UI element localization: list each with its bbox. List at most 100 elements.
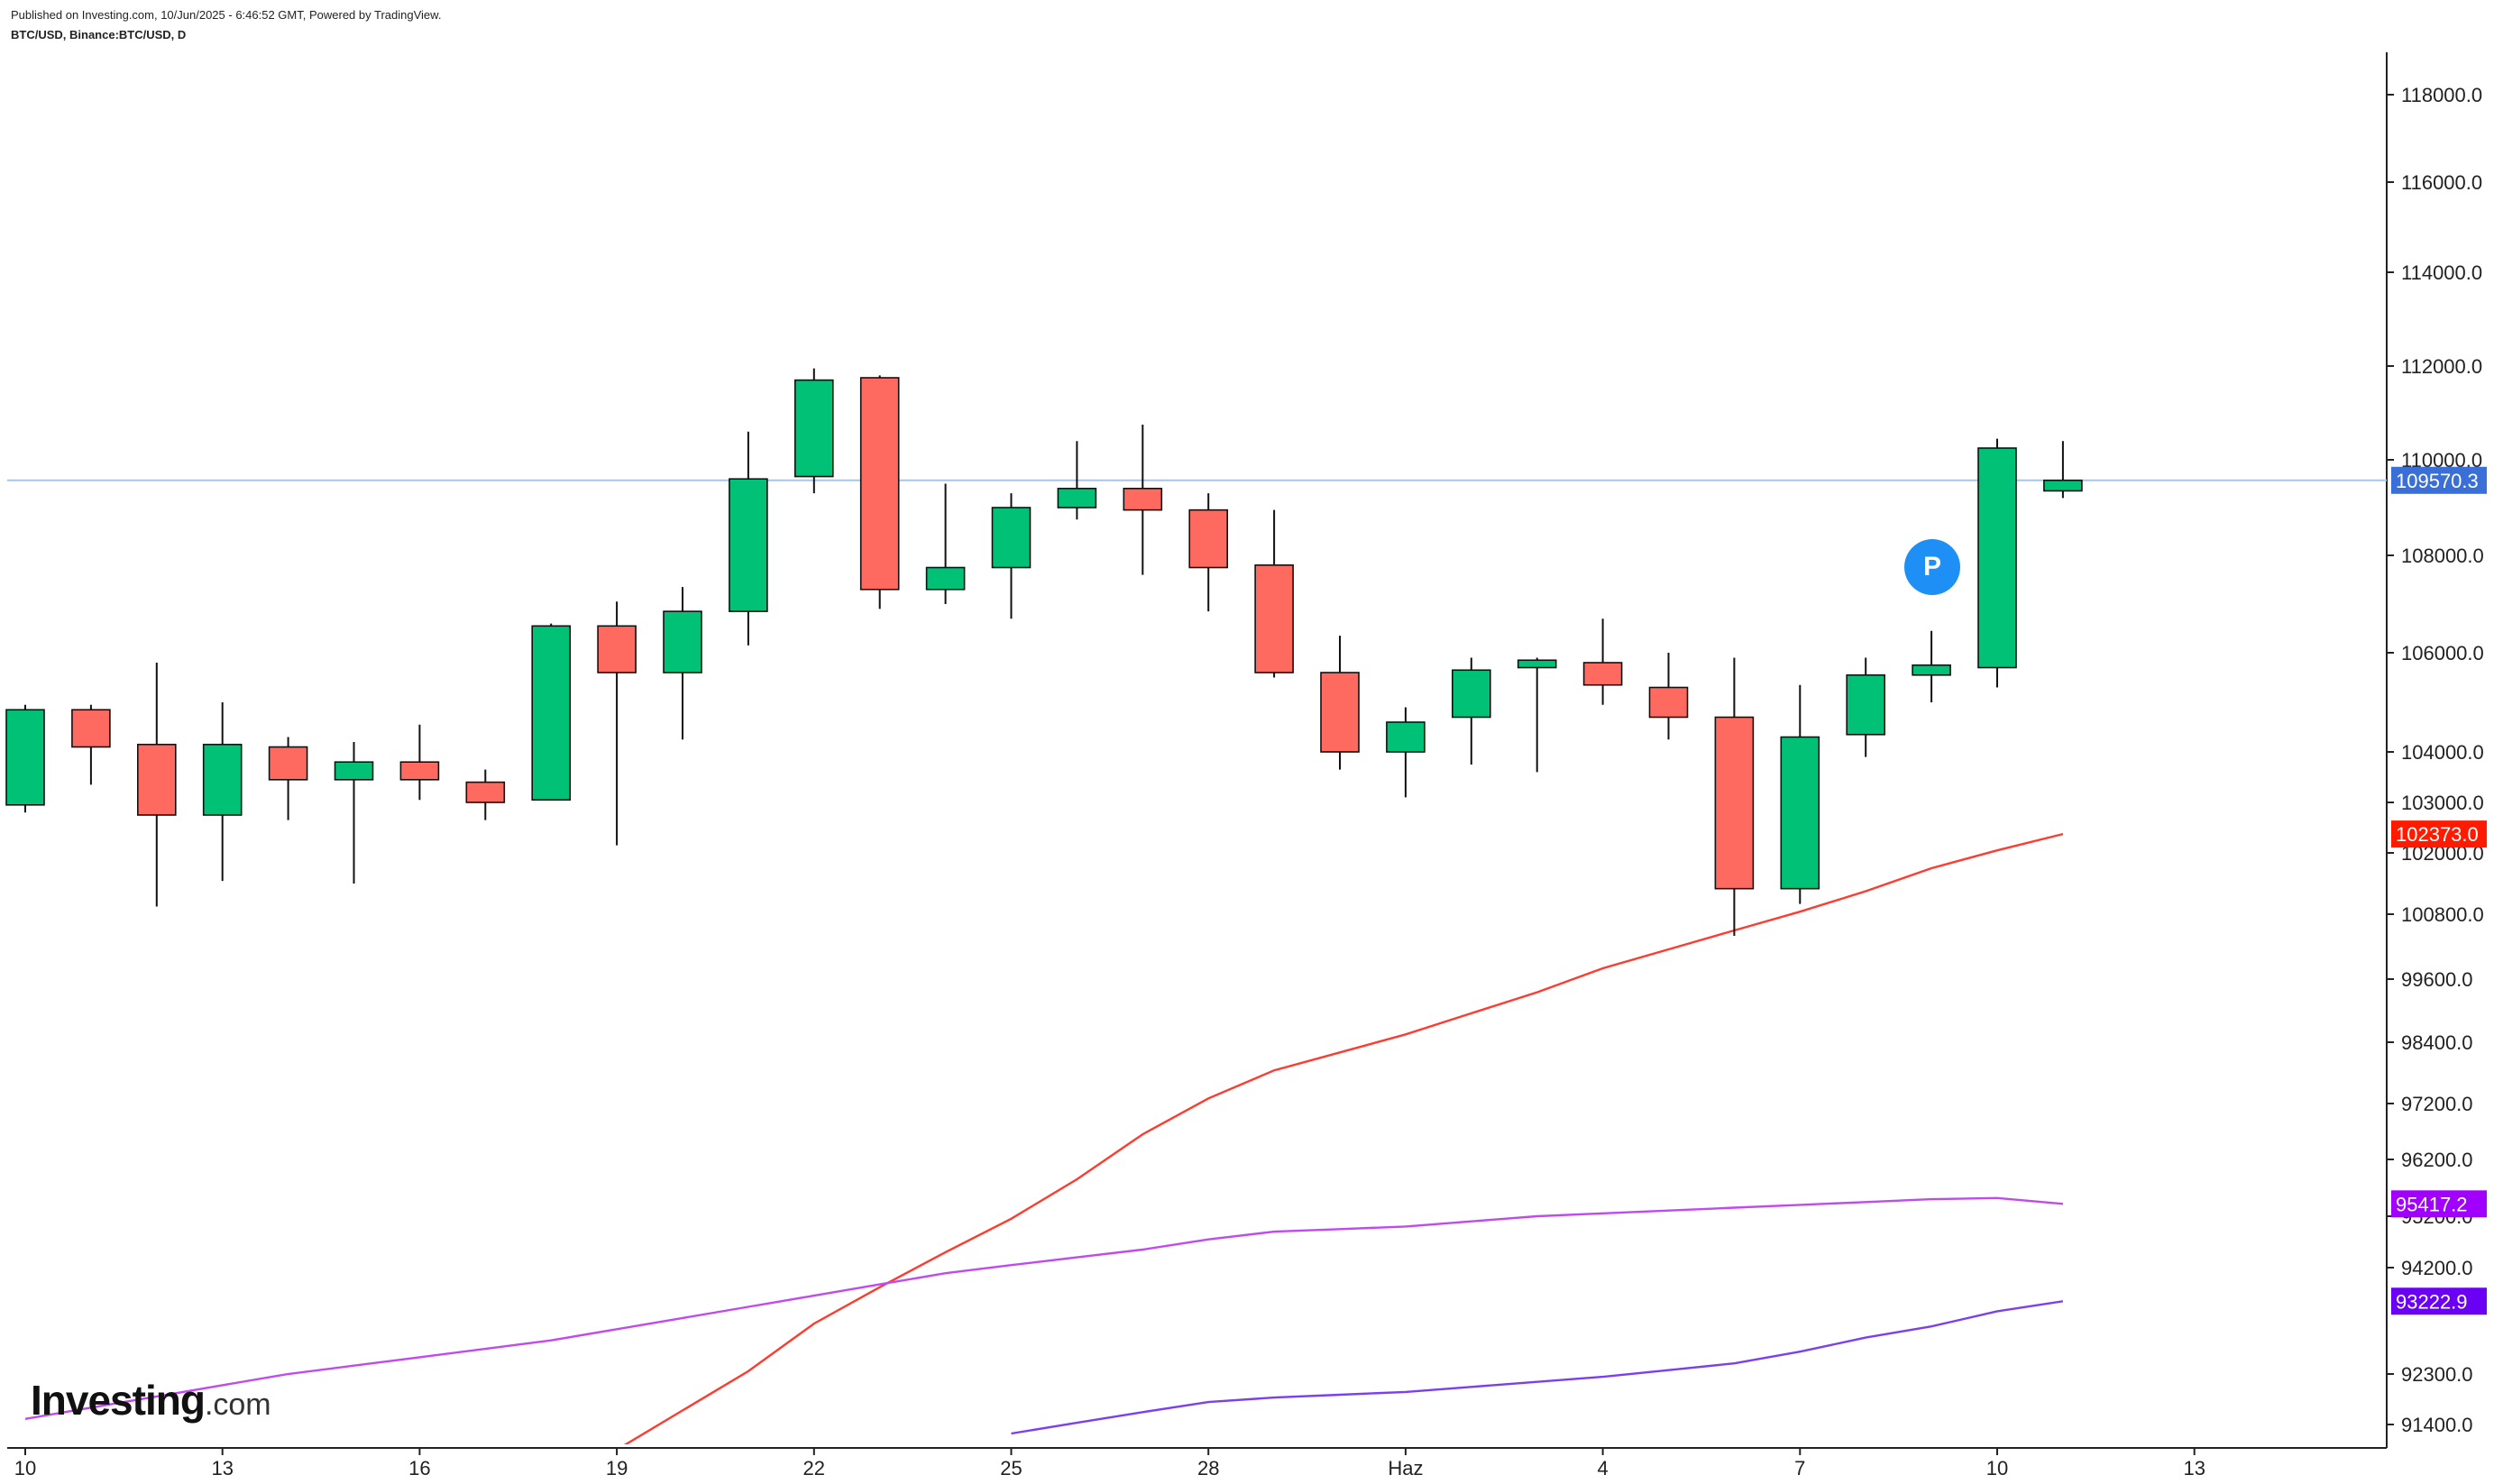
moving-average-line [1011,1300,2064,1435]
candle [1714,657,1755,936]
time-tick-label: 19 [606,1457,628,1479]
candle-body [531,625,572,801]
last-price-label-bg [2391,466,2487,494]
candle-body [663,610,702,673]
candle-body [1780,736,1820,890]
candle-body [1320,672,1360,753]
candle-body [1254,563,1294,673]
price-tick-label: 118000.0 [2401,84,2482,106]
candle [465,769,506,820]
candle-body [465,781,506,803]
candle-body [2043,479,2083,492]
price-tick-label: 114000.0 [2401,261,2482,284]
candle-body [1123,487,1163,511]
moving-average-line [623,832,2064,1444]
candle-body [597,625,637,673]
candle [925,483,966,604]
candle [5,704,45,813]
candle-body [793,379,834,478]
candle [1517,657,1557,773]
moving-average-value-label-bg [2391,1287,2487,1315]
candle [1386,707,1426,798]
candle-body [1188,508,1228,569]
candle [1320,636,1360,770]
p-marker-badge[interactable]: P [1904,539,1960,595]
moving-average-value-label-bg [2391,820,2487,848]
candle [137,663,177,907]
price-tick-label: 97200.0 [2401,1093,2473,1115]
price-tick-label: 116000.0 [2401,171,2482,194]
candle [859,375,900,609]
candle [1977,438,2017,688]
candle [399,724,440,801]
moving-average-value-label: 102373.0 [2396,823,2479,846]
time-tick-label: 13 [2183,1457,2205,1479]
candle-body [1846,673,1885,736]
candle-body [1977,447,2017,669]
time-tick-label: 4 [1597,1457,1608,1479]
candle-body [268,746,308,781]
time-tick-label: 28 [1197,1457,1219,1479]
price-tick-label: 91400.0 [2401,1414,2473,1436]
price-tick-label: 94200.0 [2401,1257,2473,1279]
candle-body [729,478,768,612]
price-tick-label: 98400.0 [2401,1031,2473,1054]
candle-body [1582,662,1623,686]
candle [1780,684,1820,904]
time-tick-label: 16 [408,1457,430,1479]
candle-body [202,743,243,816]
candle [1123,425,1163,575]
price-tick-label: 96200.0 [2401,1149,2473,1171]
time-tick-label: 22 [803,1457,825,1479]
moving-average-value-label: 95417.2 [2396,1193,2468,1215]
candle [1188,493,1228,612]
candle-body [1517,659,1557,669]
time-tick-label: Haz [1388,1457,1423,1479]
candle [793,368,834,494]
candle-body [1648,686,1689,719]
price-tick-label: 104000.0 [2401,741,2484,764]
candle-body [399,761,440,781]
price-tick-label: 112000.0 [2401,355,2482,378]
logo-brand: Investing [31,1377,206,1424]
moving-average-value-label-bg [2391,1190,2487,1218]
candle [1912,630,1951,702]
published-info: Published on Investing.com, 10/Jun/2025 … [11,8,442,22]
candle-body [1057,487,1097,508]
time-tick-label: 7 [1794,1457,1805,1479]
candle [334,742,374,884]
investing-logo: Investing.com [31,1376,271,1424]
candle [531,623,572,801]
candle [729,431,768,646]
candle-body [925,566,966,591]
logo-suffix: .com [204,1388,271,1422]
candle-body [859,377,900,591]
candle [597,601,637,846]
symbol-title: BTC/USD, Binance:BTC/USD, D [11,28,187,41]
candle-body [1386,721,1426,753]
candle-body [991,507,1032,569]
candle [1057,441,1097,520]
moving-average-value-label: 93222.9 [2396,1290,2468,1313]
candle-body [5,709,45,806]
price-tick-label: 106000.0 [2401,642,2484,664]
candle-body [1452,669,1491,719]
time-tick-label: 25 [1000,1457,1022,1479]
moving-average-line [24,1196,2064,1420]
time-tick-label: 10 [14,1457,36,1479]
time-tick-label: 13 [211,1457,233,1479]
candle [202,702,243,882]
candle [268,737,308,820]
candle-body [1912,664,1951,676]
candle [1846,657,1885,757]
candle [1254,509,1294,678]
price-tick-label: 108000.0 [2401,545,2484,567]
candle [71,704,111,785]
candle [991,493,1032,619]
candle [663,587,702,740]
candle-body [71,709,111,748]
price-tick-label: 92300.0 [2401,1363,2473,1386]
candle-body [137,743,177,816]
candle-body [1714,716,1755,890]
